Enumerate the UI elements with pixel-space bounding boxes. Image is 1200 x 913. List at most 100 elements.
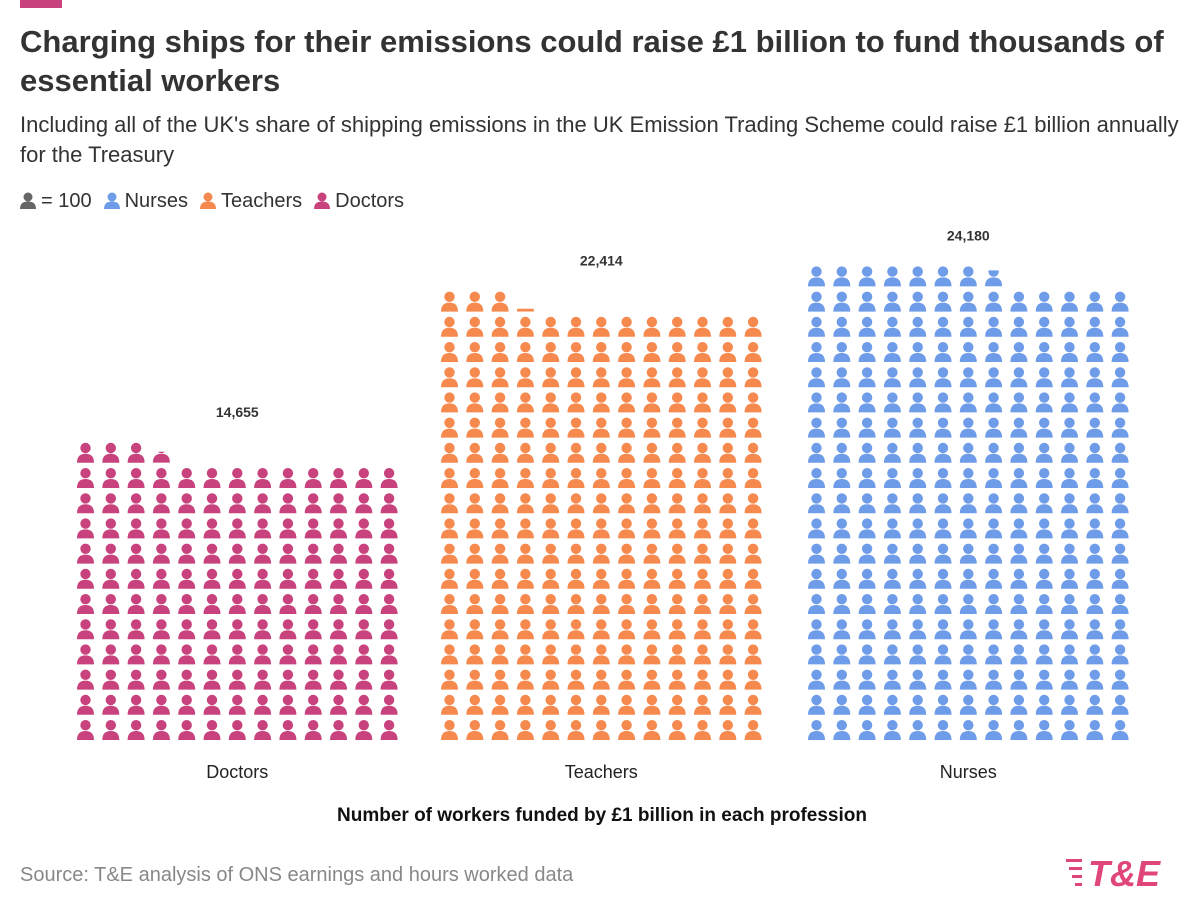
person-icon (254, 669, 272, 690)
person-icon (618, 619, 636, 640)
person-icon (694, 518, 711, 539)
person-icon (103, 192, 120, 209)
person-icon (466, 442, 484, 463)
person-icon (1111, 594, 1129, 614)
person-icon (1111, 694, 1129, 715)
person-icon (102, 518, 120, 539)
person-icon (77, 468, 94, 488)
value-label-teachers: 22,414 (580, 253, 623, 269)
person-icon (744, 518, 762, 539)
person-icon (228, 619, 246, 640)
person-icon (858, 568, 876, 589)
person-icon (883, 392, 901, 413)
person-icon (934, 367, 952, 388)
person-icon (441, 291, 458, 312)
person-icon (934, 493, 952, 514)
person-icon (1061, 720, 1078, 740)
person-icon (441, 694, 458, 715)
person-icon (567, 568, 585, 589)
person-icon (592, 493, 610, 514)
person-icon (380, 493, 398, 514)
person-icon (909, 644, 927, 665)
person-icon (314, 192, 331, 209)
series-nurses (808, 266, 1129, 740)
legend-item-nurses: Nurses (103, 190, 188, 213)
person-icon (77, 644, 94, 665)
person-icon (959, 342, 977, 362)
person-icon (668, 619, 686, 640)
accent-bar (20, 0, 62, 8)
person-icon (959, 669, 977, 690)
person-icon (441, 619, 458, 640)
person-icon (178, 619, 196, 640)
person-icon (808, 367, 825, 388)
person-icon (491, 316, 509, 337)
person-icon (934, 619, 952, 640)
person-icon (909, 568, 927, 589)
person-icon (959, 720, 977, 740)
person-icon (330, 468, 347, 488)
person-icon (694, 720, 711, 740)
person-icon (542, 669, 560, 690)
person-icon (909, 442, 927, 463)
person-icon (203, 493, 221, 514)
person-icon (77, 619, 94, 640)
person-icon (279, 468, 297, 488)
person-icon (1010, 594, 1028, 614)
person-icon (694, 392, 711, 413)
person-icon (744, 568, 762, 589)
person-icon (355, 493, 373, 514)
person-icon (127, 669, 145, 690)
person-icon (77, 493, 94, 514)
person-icon (618, 720, 636, 740)
person-icon (592, 316, 610, 337)
person-icon (355, 468, 373, 488)
person-icon (127, 720, 145, 740)
person-icon (985, 694, 1003, 715)
person-icon (592, 619, 610, 640)
person-icon (1035, 342, 1053, 362)
person-icon (719, 568, 737, 589)
person-icon (1086, 291, 1104, 312)
person-icon (228, 518, 246, 539)
person-icon (441, 342, 458, 362)
person-icon (355, 518, 373, 539)
person-icon (1061, 342, 1078, 362)
person-icon (934, 417, 952, 438)
person-icon (883, 518, 901, 539)
person-icon (833, 669, 851, 690)
person-icon (1010, 316, 1028, 337)
person-icon (516, 342, 534, 362)
person-icon (542, 392, 560, 413)
person-icon (592, 720, 610, 740)
person-icon (1086, 644, 1104, 665)
person-icon (1010, 568, 1028, 589)
person-icon (516, 543, 534, 564)
person-icon (959, 367, 977, 388)
person-icon (441, 644, 458, 665)
person-icon (858, 543, 876, 564)
person-icon (858, 316, 876, 337)
person-icon (542, 468, 560, 488)
person-icon (330, 644, 347, 665)
person-icon (178, 644, 196, 665)
category-label-nurses: Nurses (940, 762, 997, 782)
person-icon (1010, 291, 1028, 312)
person-icon (858, 442, 876, 463)
person-icon (833, 266, 851, 287)
person-icon (909, 367, 927, 388)
person-icon (542, 644, 560, 665)
person-icon (304, 468, 322, 488)
person-icon (1061, 291, 1078, 312)
person-icon (304, 568, 322, 589)
person-icon (491, 594, 509, 614)
person-icon (883, 468, 901, 488)
person-icon (959, 493, 977, 514)
person-icon (909, 417, 927, 438)
person-icon (1061, 644, 1078, 665)
person-icon (203, 619, 221, 640)
person-icon (542, 594, 560, 614)
person-icon (883, 442, 901, 463)
person-icon (833, 543, 851, 564)
person-icon (833, 619, 851, 640)
